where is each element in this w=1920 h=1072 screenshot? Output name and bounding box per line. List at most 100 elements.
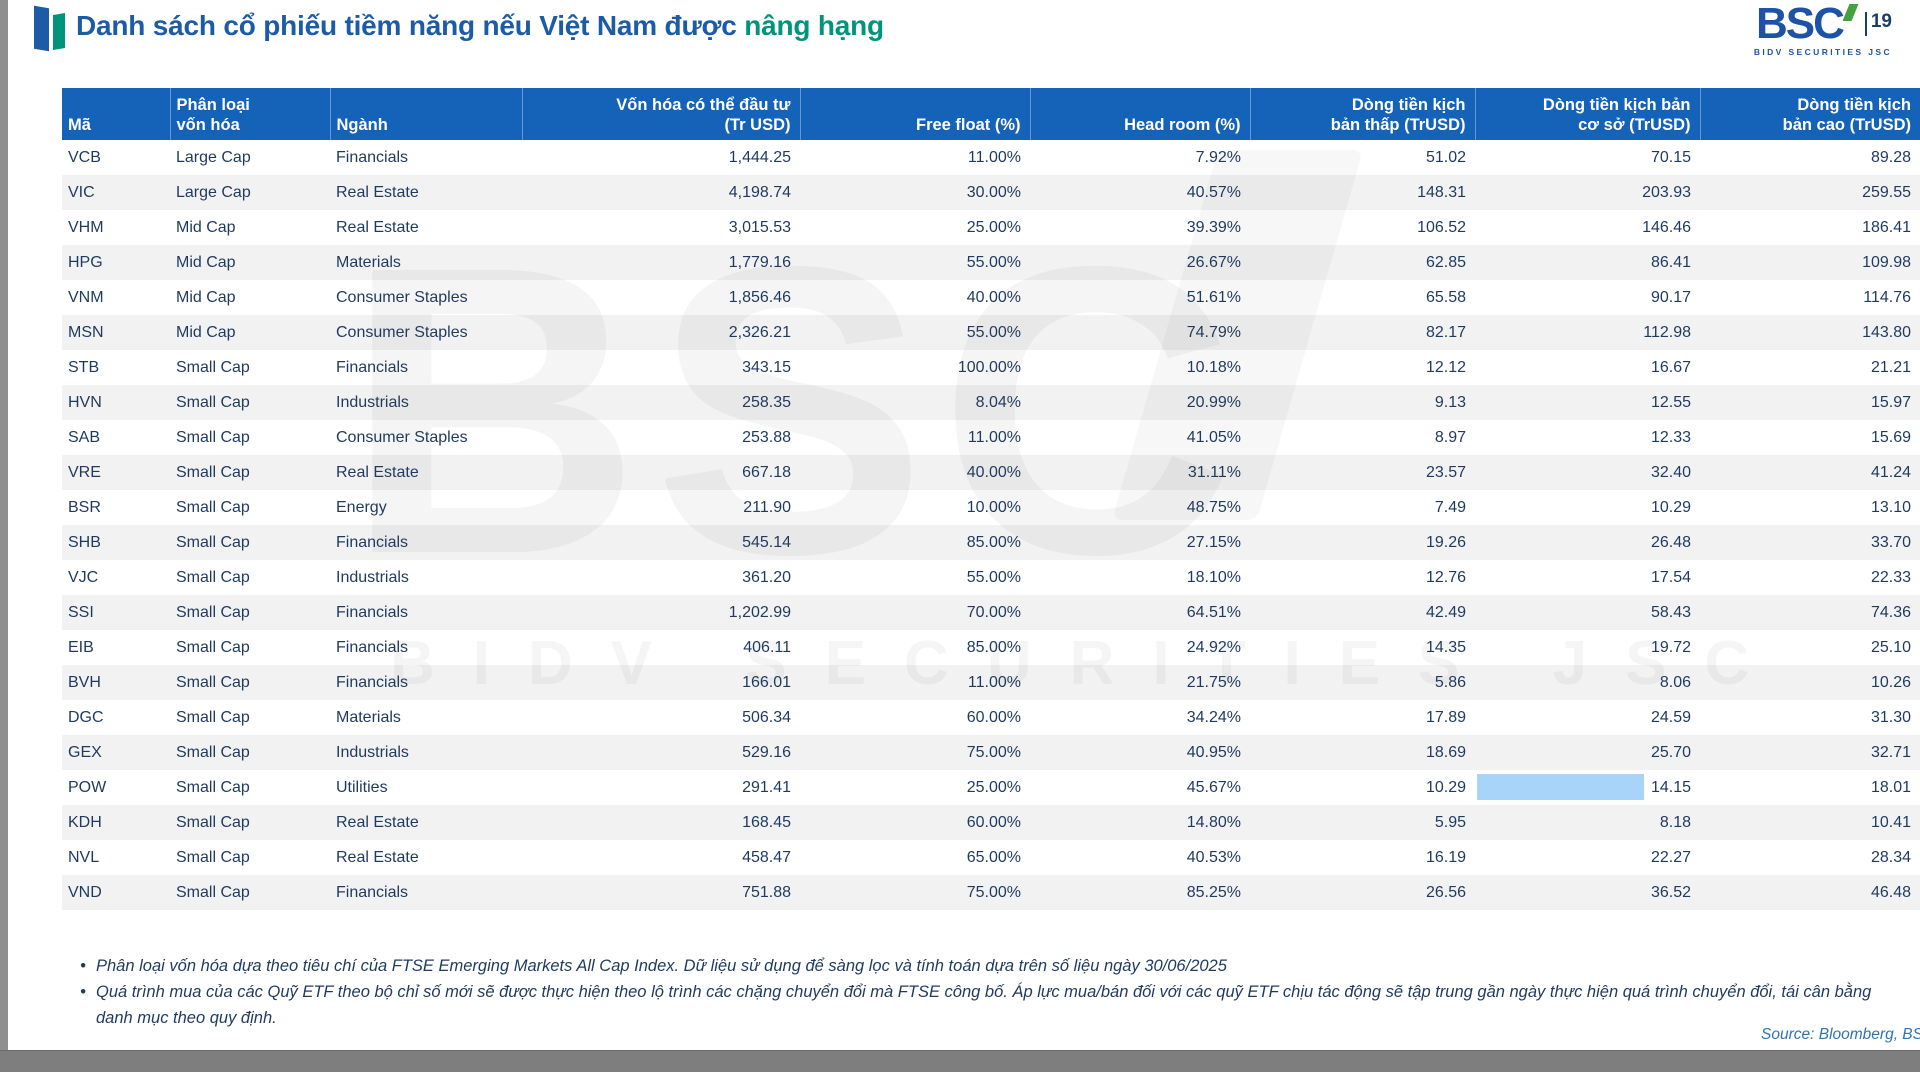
table-row-pow: POW Small Cap Utilities 291.41 25.00% 45.67% 1… — [62, 770, 1920, 805]
cell-ssi-free_float: 70.00% — [800, 595, 1030, 630]
table-row-gex: GEX Small Cap Industrials 529.16 75.00% 40.95… — [62, 735, 1920, 770]
bsc-logo-tick-icon — [1842, 4, 1859, 21]
cell-pow-dong_tien_kich_ban_thap: 10.29 — [1425, 778, 1466, 796]
cell-nvl-dong_tien_kich_ban_cao: 28.34 — [1870, 848, 1911, 866]
table-row-shb: SHB Small Cap Financials 545.14 85.00% 27.15%… — [62, 525, 1920, 560]
cell-vjc-head_room: 18.10% — [1186, 568, 1241, 586]
cell-vnd-dong_tien_kich_ban_thap: 26.56 — [1250, 875, 1475, 910]
cell-vhm-head_room: 39.39% — [1186, 218, 1241, 236]
cell-stb-dong_tien_kich_ban_cao: 21.21 — [1870, 358, 1911, 376]
cell-nvl-ma: NVL — [68, 848, 100, 866]
title-bullet-icon — [32, 5, 72, 53]
cell-bvh-dong_tien_kich_ban_cao: 10.26 — [1700, 665, 1920, 700]
bsc-logo: BSC 19 BIDV SECURITIES JSC — [1754, 0, 1892, 58]
cell-hvn-head_room: 20.99% — [1030, 385, 1250, 420]
cell-hvn-nganh: Industrials — [330, 385, 522, 420]
cell-dgc-nganh: Materials — [336, 708, 401, 726]
cell-bsr-ma: BSR — [68, 498, 101, 516]
cell-nvl-von_hoa_co_the_dau_tu: 458.47 — [742, 848, 791, 866]
cell-gex-nganh: Industrials — [330, 735, 522, 770]
cell-vcb-nganh: Financials — [336, 148, 409, 166]
cell-kdh-head_room: 14.80% — [1030, 805, 1250, 840]
cell-msn-free_float: 55.00% — [800, 315, 1030, 350]
cell-nvl-nganh: Real Estate — [336, 848, 419, 866]
cell-vic-dong_tien_kich_ban_cao: 259.55 — [1700, 175, 1920, 210]
cell-kdh-von_hoa_co_the_dau_tu: 168.45 — [522, 805, 800, 840]
cell-bsr-nganh: Energy — [336, 498, 387, 516]
col-header-head_room: Head room (%) — [1030, 88, 1251, 140]
col-header-dong_tien_kich_ban_thap: Dòng tiền kịch bản thấp (TrUSD) — [1250, 88, 1476, 140]
table-header-row: Mã Phân loại vốn hóa Ngành Vốn hóa có thể đ… — [62, 88, 1920, 140]
cell-sab-head_room: 41.05% — [1186, 428, 1241, 446]
page-title-main: Danh sách cổ phiếu tiềm năng nếu Việt Na… — [76, 10, 745, 41]
cell-stb-nganh: Financials — [336, 358, 409, 376]
cell-vnd-phan_loai_von_hoa: Small Cap — [170, 875, 330, 910]
cell-bsr-dong_tien_kich_ban_cao: 13.10 — [1870, 498, 1911, 516]
cell-vic-ma: VIC — [62, 175, 170, 210]
cell-vhm-free_float: 25.00% — [966, 218, 1021, 236]
cell-gex-von_hoa_co_the_dau_tu: 529.16 — [522, 735, 800, 770]
cell-vic-nganh: Real Estate — [330, 175, 522, 210]
cell-shb-nganh: Financials — [330, 525, 522, 560]
col-header-dong_tien_kich_ban_cao: Dòng tiền kịch bản cao (TrUSD) — [1700, 88, 1920, 140]
cell-hvn-von_hoa_co_the_dau_tu: 258.35 — [522, 385, 800, 420]
cell-pow-ma: POW — [68, 778, 107, 796]
table-row-nvl: NVL Small Cap Real Estate 458.47 65.00% 40.53… — [62, 840, 1920, 875]
cell-stb-free_float: 100.00% — [957, 358, 1021, 376]
cell-vnm-head_room: 51.61% — [1186, 288, 1241, 306]
cell-pow-von_hoa_co_the_dau_tu: 291.41 — [742, 778, 791, 796]
cell-stb-von_hoa_co_the_dau_tu: 343.15 — [742, 358, 791, 376]
cell-sab-dong_tien_kich_ban_cao: 15.69 — [1870, 428, 1911, 446]
cell-sab-nganh: Consumer Staples — [336, 428, 468, 446]
cell-dgc-ma: DGC — [68, 708, 104, 726]
cell-bsr-dong_tien_kich_ban_co_so: 10.29 — [1650, 498, 1691, 516]
cell-vhm-nganh: Real Estate — [336, 218, 419, 236]
cell-shb-phan_loai_von_hoa: Small Cap — [170, 525, 330, 560]
cell-pow-head_room: 45.67% — [1186, 778, 1241, 796]
table-row-hpg: HPG Mid Cap Materials 1,779.16 55.00% 26.67% 6… — [62, 245, 1920, 280]
cell-vcb-dong_tien_kich_ban_co_so: 70.15 — [1650, 148, 1691, 166]
cell-vnd-dong_tien_kich_ban_co_so: 36.52 — [1475, 875, 1700, 910]
cell-gex-free_float: 75.00% — [800, 735, 1030, 770]
table-row-sab: SAB Small Cap Consumer Staples 253.88 11.00%… — [62, 420, 1920, 455]
cell-stb-ma: STB — [68, 358, 100, 376]
cell-bvh-ma: BVH — [62, 665, 170, 700]
cell-vhm-dong_tien_kich_ban_co_so: 146.46 — [1642, 218, 1691, 236]
cell-vcb-ma: VCB — [68, 148, 101, 166]
cell-eib-von_hoa_co_the_dau_tu: 406.11 — [743, 638, 791, 656]
cell-vjc-free_float: 55.00% — [966, 568, 1021, 586]
cell-vnd-nganh: Financials — [330, 875, 522, 910]
cell-gex-head_room: 40.95% — [1030, 735, 1250, 770]
cell-kdh-nganh: Real Estate — [330, 805, 522, 840]
cell-hpg-ma: HPG — [62, 245, 170, 280]
cell-msn-dong_tien_kich_ban_co_so: 112.98 — [1475, 315, 1700, 350]
cell-vjc-nganh: Industrials — [336, 568, 409, 586]
col-header-nganh: Ngành — [330, 88, 523, 140]
cell-vnd-free_float: 75.00% — [800, 875, 1030, 910]
cell-bsr-dong_tien_kich_ban_thap: 7.49 — [1434, 498, 1466, 516]
cell-vjc-ma: VJC — [68, 568, 99, 586]
cell-bsr-head_room: 48.75% — [1186, 498, 1241, 516]
cell-bvh-head_room: 21.75% — [1030, 665, 1250, 700]
cell-bvh-nganh: Financials — [330, 665, 522, 700]
cell-ssi-dong_tien_kich_ban_thap: 42.49 — [1250, 595, 1475, 630]
cell-vnm-dong_tien_kich_ban_thap: 65.58 — [1425, 288, 1466, 306]
col-header-phan_loai_von_hoa: Phân loại vốn hóa — [170, 88, 331, 140]
cell-vre-dong_tien_kich_ban_thap: 23.57 — [1250, 455, 1475, 490]
table-row-vcb: VCB Large Cap Financials 1,444.25 11.00% 7.92… — [62, 140, 1920, 175]
cell-vnd-dong_tien_kich_ban_cao: 46.48 — [1700, 875, 1920, 910]
bsc-logo-text: BSC — [1755, 0, 1845, 48]
cell-vjc-dong_tien_kich_ban_co_so: 17.54 — [1650, 568, 1691, 586]
cell-pow-phan_loai_von_hoa: Small Cap — [176, 778, 250, 796]
table-row-vjc: VJC Small Cap Industrials 361.20 55.00% 18.10… — [62, 560, 1920, 595]
cell-msn-ma: MSN — [62, 315, 170, 350]
page-left-edge — [0, 0, 8, 1072]
cell-hpg-nganh: Materials — [330, 245, 522, 280]
cell-ssi-dong_tien_kich_ban_co_so: 58.43 — [1475, 595, 1700, 630]
cell-bvh-dong_tien_kich_ban_co_so: 8.06 — [1475, 665, 1700, 700]
cell-ssi-von_hoa_co_the_dau_tu: 1,202.99 — [522, 595, 800, 630]
table-row-vre: VRE Small Cap Real Estate 667.18 40.00% 31.11… — [62, 455, 1920, 490]
table-row-vnd: VND Small Cap Financials 751.88 75.00% 85.25%… — [62, 875, 1920, 910]
cell-gex-dong_tien_kich_ban_cao: 32.71 — [1700, 735, 1920, 770]
page-title: Danh sách cổ phiếu tiềm năng nếu Việt Na… — [76, 10, 884, 42]
